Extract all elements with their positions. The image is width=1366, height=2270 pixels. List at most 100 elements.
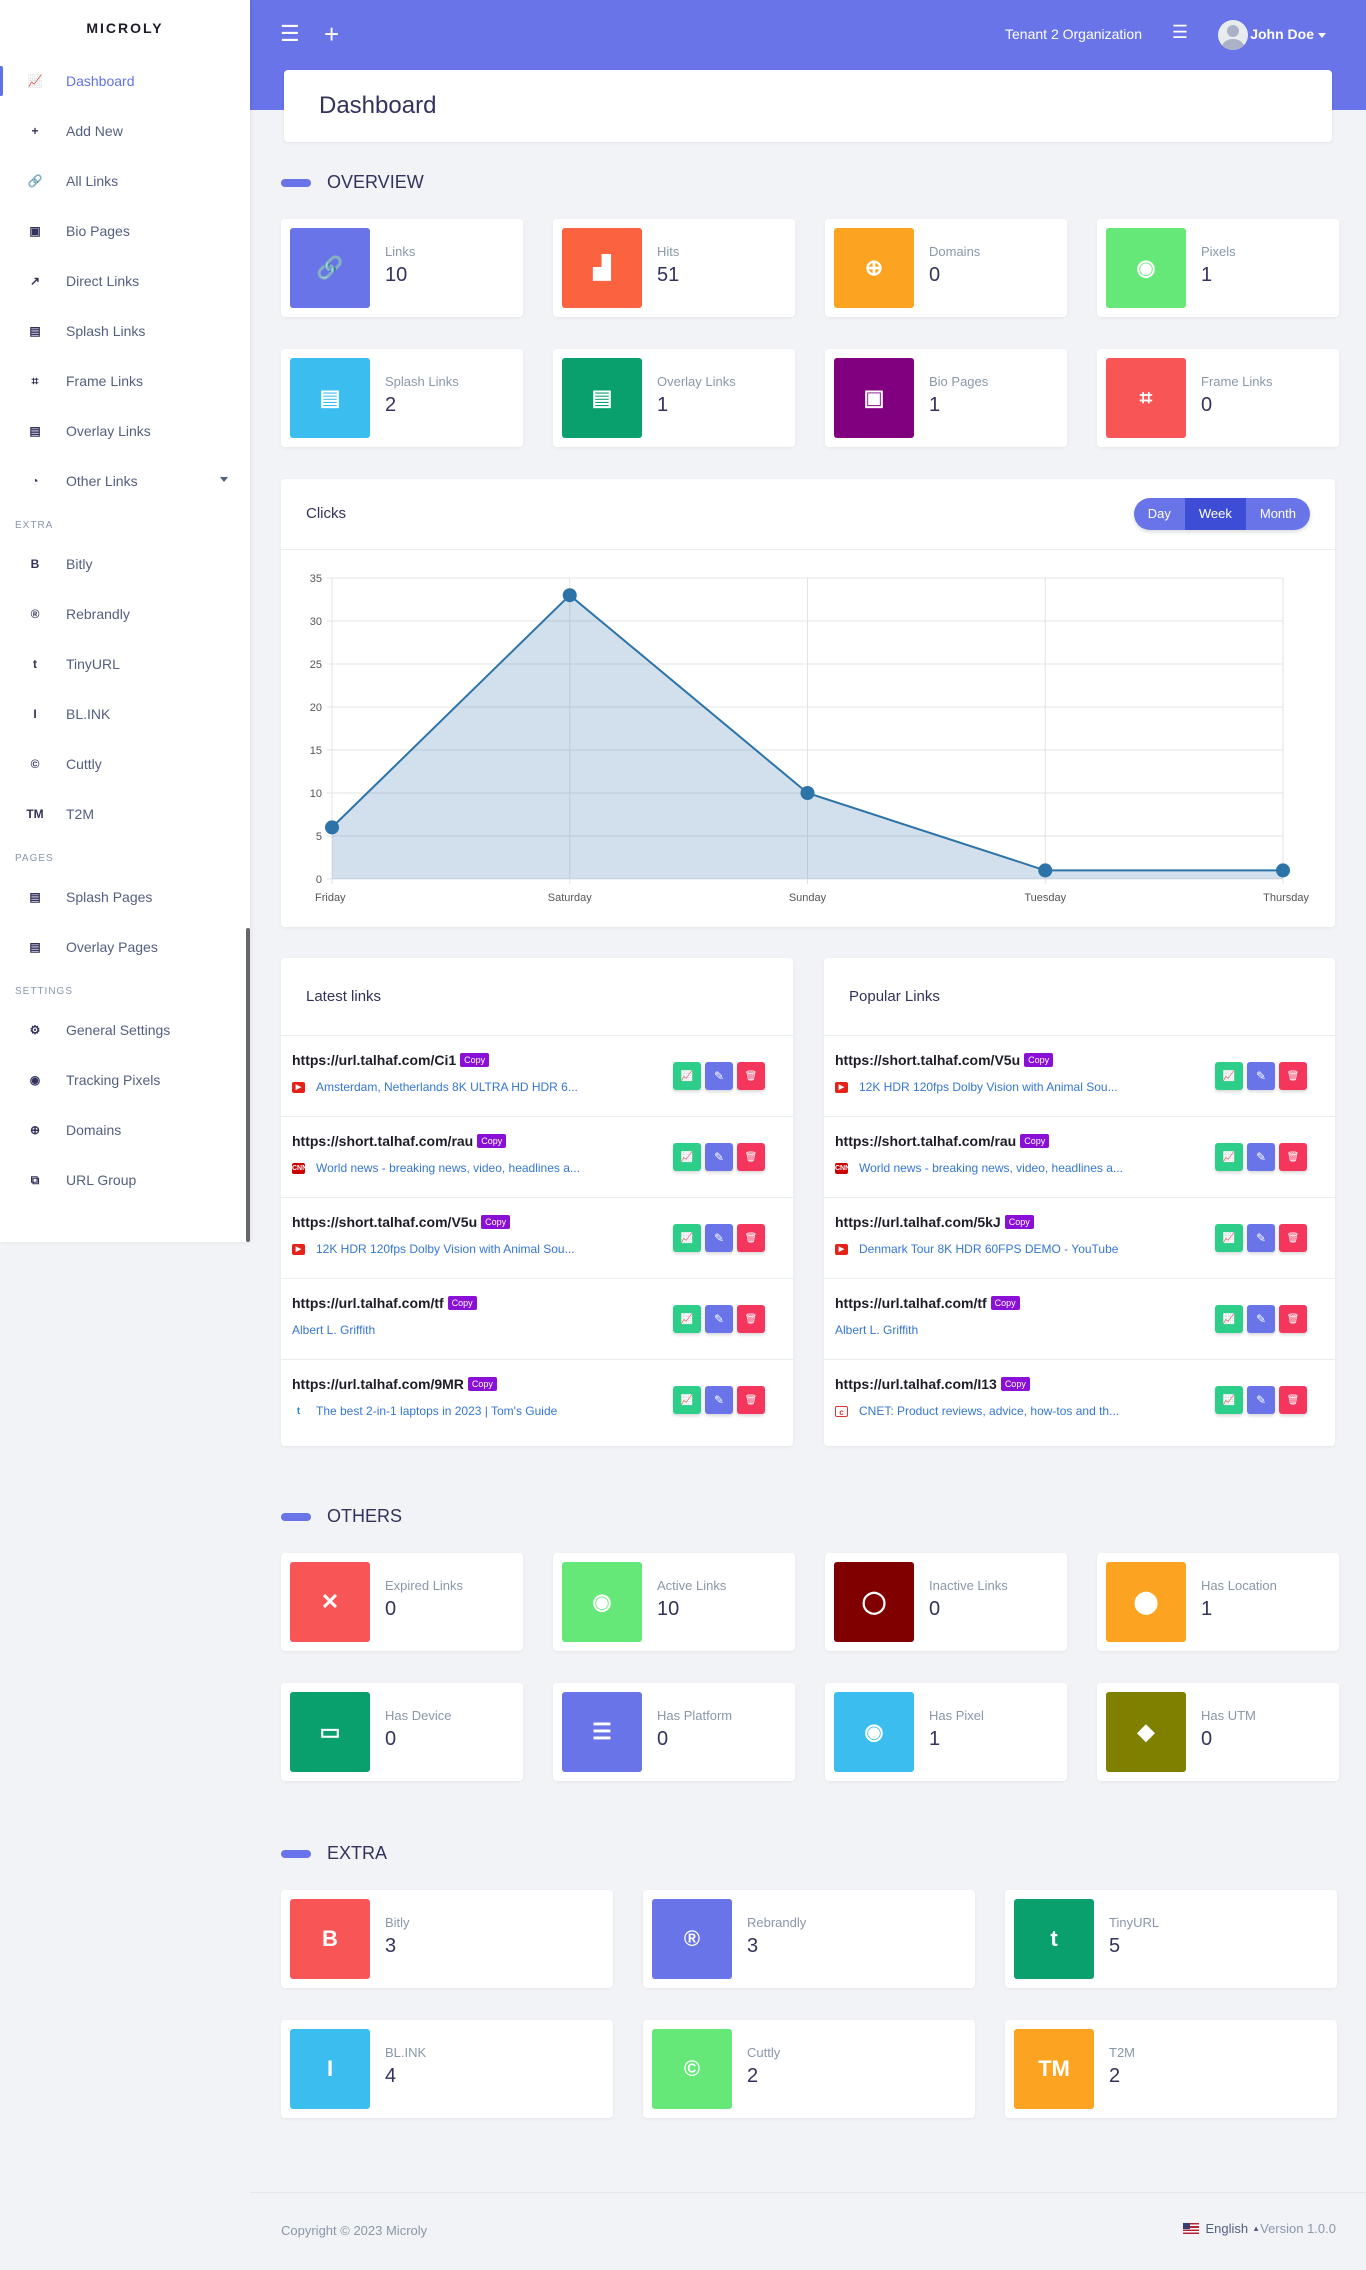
link-title[interactable]: c CNET: Product reviews, advice, how-tos … — [835, 1404, 1119, 1418]
stat-card-t2m[interactable]: TM T2M 2 — [1005, 2020, 1337, 2118]
stat-card-has-location[interactable]: ⬤ Has Location 1 — [1097, 1553, 1339, 1651]
sidebar-item-overlay-links[interactable]: ▤ Overlay Links — [0, 406, 250, 456]
copy-button[interactable]: Copy — [1024, 1053, 1054, 1067]
link-title[interactable]: ▶ 12K HDR 120fps Dolby Vision with Animal… — [835, 1080, 1118, 1094]
stat-card-tinyurl[interactable]: t TinyURL 5 — [1005, 1890, 1337, 1988]
stat-card-splash-links[interactable]: ▤ Splash Links 2 — [281, 349, 523, 447]
stat-card-domains[interactable]: ⊕ Domains 0 — [825, 219, 1067, 317]
edit-button[interactable]: ✎ — [705, 1386, 733, 1414]
link-url-text[interactable]: https://url.talhaf.com/9MR — [292, 1376, 464, 1392]
link-title[interactable]: ▶ 12K HDR 120fps Dolby Vision with Animal… — [292, 1242, 575, 1256]
stats-button[interactable]: 📈 — [1215, 1224, 1243, 1252]
link-url[interactable]: https://url.talhaf.com/tf Copy — [835, 1295, 1020, 1311]
sidebar-item-domains[interactable]: ⊕ Domains — [0, 1105, 250, 1155]
sidebar-item-other-links[interactable]: ◔ Other Links — [0, 456, 250, 506]
link-url[interactable]: https://url.talhaf.com/tf Copy — [292, 1295, 477, 1311]
stat-card-frame-links[interactable]: ⌗ Frame Links 0 — [1097, 349, 1339, 447]
link-url-text[interactable]: https://url.talhaf.com/Ci1 — [292, 1052, 457, 1068]
delete-button[interactable]: 🗑 — [1279, 1224, 1307, 1252]
copy-button[interactable]: Copy — [1000, 1377, 1030, 1391]
sidebar-item-splash-pages[interactable]: ▤ Splash Pages — [0, 872, 250, 922]
sidebar-item-tinyurl[interactable]: t TinyURL — [0, 639, 250, 689]
stats-button[interactable]: 📈 — [1215, 1143, 1243, 1171]
copy-button[interactable]: Copy — [990, 1296, 1020, 1310]
menu-toggle-icon[interactable]: ☰ — [280, 21, 300, 46]
link-url-text[interactable]: https://url.talhaf.com/I13 — [835, 1376, 997, 1392]
link-url[interactable]: https://short.talhaf.com/rau Copy — [835, 1133, 1050, 1149]
link-url-text[interactable]: https://url.talhaf.com/5kJ — [835, 1214, 1001, 1230]
stat-card-bl-ink[interactable]: I BL.INK 4 — [281, 2020, 613, 2118]
sidebar-item-t2m[interactable]: TM T2M — [0, 789, 250, 839]
delete-button[interactable]: 🗑 — [1279, 1305, 1307, 1333]
stats-button[interactable]: 📈 — [673, 1305, 701, 1333]
stat-card-overlay-links[interactable]: ▤ Overlay Links 1 — [553, 349, 795, 447]
link-url[interactable]: https://url.talhaf.com/9MR Copy — [292, 1376, 497, 1392]
link-url-text[interactable]: https://short.talhaf.com/V5u — [292, 1214, 478, 1230]
copy-button[interactable]: Copy — [460, 1053, 490, 1067]
stat-card-cuttly[interactable]: © Cuttly 2 — [643, 2020, 975, 2118]
link-title[interactable]: CNN World news - breaking news, video, he… — [292, 1161, 580, 1175]
stat-card-pixels[interactable]: ◉ Pixels 1 — [1097, 219, 1339, 317]
sidebar-item-cuttly[interactable]: © Cuttly — [0, 739, 250, 789]
stats-button[interactable]: 📈 — [673, 1386, 701, 1414]
stat-card-has-device[interactable]: ▭ Has Device 0 — [281, 1683, 523, 1781]
sidebar-item-overlay-pages[interactable]: ▤ Overlay Pages — [0, 922, 250, 972]
stat-card-has-pixel[interactable]: ◉ Has Pixel 1 — [825, 1683, 1067, 1781]
link-url-text[interactable]: https://short.talhaf.com/V5u — [835, 1052, 1021, 1068]
range-month-button[interactable]: Month — [1245, 498, 1310, 530]
edit-button[interactable]: ✎ — [1247, 1143, 1275, 1171]
delete-button[interactable]: 🗑 — [737, 1224, 765, 1252]
link-url-text[interactable]: https://url.talhaf.com/tf — [292, 1295, 444, 1311]
stats-button[interactable]: 📈 — [1215, 1062, 1243, 1090]
link-title[interactable]: Albert L. Griffith — [835, 1323, 918, 1337]
link-url[interactable]: https://url.talhaf.com/Ci1 Copy — [292, 1052, 490, 1068]
stat-card-inactive-links[interactable]: ◯ Inactive Links 0 — [825, 1553, 1067, 1651]
link-url[interactable]: https://short.talhaf.com/V5u Copy — [292, 1214, 511, 1230]
edit-button[interactable]: ✎ — [1247, 1386, 1275, 1414]
stat-card-active-links[interactable]: ◉ Active Links 10 — [553, 1553, 795, 1651]
sidebar-item-frame-links[interactable]: ⌗ Frame Links — [0, 356, 250, 406]
link-url-text[interactable]: https://url.talhaf.com/tf — [835, 1295, 987, 1311]
stats-button[interactable]: 📈 — [1215, 1386, 1243, 1414]
range-day-button[interactable]: Day — [1133, 498, 1185, 530]
delete-button[interactable]: 🗑 — [1279, 1386, 1307, 1414]
edit-button[interactable]: ✎ — [1247, 1224, 1275, 1252]
copy-button[interactable]: Copy — [447, 1296, 477, 1310]
stat-card-has-utm[interactable]: ◆ Has UTM 0 — [1097, 1683, 1339, 1781]
stat-card-has-platform[interactable]: ☰ Has Platform 0 — [553, 1683, 795, 1781]
organization-list-icon[interactable]: ☰ — [1171, 22, 1188, 42]
sidebar-item-bio-pages[interactable]: ▣ Bio Pages — [0, 206, 250, 256]
language-selector[interactable]: English ▲ — [1183, 2221, 1260, 2236]
edit-button[interactable]: ✎ — [1247, 1305, 1275, 1333]
sidebar-item-rebrandly[interactable]: ® Rebrandly — [0, 589, 250, 639]
sidebar-item-bitly[interactable]: B Bitly — [0, 539, 250, 589]
link-title[interactable]: t The best 2-in-1 laptops in 2023 | Tom's… — [292, 1404, 557, 1418]
edit-button[interactable]: ✎ — [705, 1224, 733, 1252]
link-title[interactable]: Albert L. Griffith — [292, 1323, 375, 1337]
stats-button[interactable]: 📈 — [673, 1062, 701, 1090]
organization-name[interactable]: Tenant 2 Organization — [1005, 26, 1142, 42]
link-title[interactable]: ▶ Amsterdam, Netherlands 8K ULTRA HD HDR … — [292, 1080, 578, 1094]
stats-button[interactable]: 📈 — [673, 1143, 701, 1171]
sidebar-scrollbar[interactable] — [246, 928, 250, 1242]
delete-button[interactable]: 🗑 — [1279, 1062, 1307, 1090]
copy-button[interactable]: Copy — [481, 1215, 511, 1229]
delete-button[interactable]: 🗑 — [737, 1386, 765, 1414]
stat-card-links[interactable]: 🔗 Links 10 — [281, 219, 523, 317]
stat-card-rebrandly[interactable]: ® Rebrandly 3 — [643, 1890, 975, 1988]
stat-card-hits[interactable]: ▟ Hits 51 — [553, 219, 795, 317]
stat-card-expired-links[interactable]: ✕ Expired Links 0 — [281, 1553, 523, 1651]
add-new-icon[interactable]: + — [324, 19, 340, 49]
stats-button[interactable]: 📈 — [673, 1224, 701, 1252]
edit-button[interactable]: ✎ — [705, 1062, 733, 1090]
brand-logo[interactable]: MICROLY — [86, 20, 164, 36]
link-url[interactable]: https://url.talhaf.com/5kJ Copy — [835, 1214, 1034, 1230]
range-week-button[interactable]: Week — [1184, 498, 1246, 530]
stat-card-bitly[interactable]: B Bitly 3 — [281, 1890, 613, 1988]
delete-button[interactable]: 🗑 — [737, 1062, 765, 1090]
link-title[interactable]: ▶ Denmark Tour 8K HDR 60FPS DEMO - YouTub… — [835, 1242, 1118, 1256]
sidebar-item-all-links[interactable]: 🔗 All Links — [0, 156, 250, 206]
delete-button[interactable]: 🗑 — [737, 1143, 765, 1171]
edit-button[interactable]: ✎ — [705, 1305, 733, 1333]
copy-button[interactable]: Copy — [1020, 1134, 1050, 1148]
